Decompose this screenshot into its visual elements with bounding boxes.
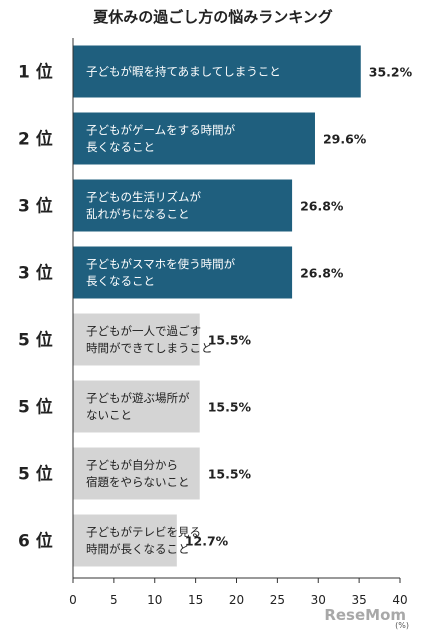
rank-label: 1 位 [18,62,53,83]
bar-category-label: 子どもが遊ぶ場所が [86,391,190,405]
bar [73,380,200,433]
bar-category-label: 時間が長くなること [86,542,190,556]
bar-category-label: 子どもがスマホを使う時間が [86,257,236,271]
x-tick-label: 35 [351,593,366,607]
rank-label: 2 位 [18,129,53,150]
bar-category-label: 乱れがちになること [86,207,190,221]
bar-category-label: 子どもが一人で過ごす [86,324,201,338]
bar-category-label: 子どもの生活リズムが [86,190,201,204]
bar [73,179,293,232]
rank-label: 5 位 [18,397,53,418]
rank-label: 3 位 [18,196,53,217]
chart-title: 夏休みの過ごし方の悩みランキング [93,8,333,26]
x-tick-label: 15 [188,593,203,607]
value-label: 15.5% [208,333,252,348]
value-label: 26.8% [300,266,344,281]
rank-label: 5 位 [18,464,53,485]
rank-label: 5 位 [18,330,53,351]
bar-category-label: 長くなること [86,140,155,154]
bar [73,45,361,98]
bar-category-label: 子どもが暇を持てあましてしまうこと [86,65,281,79]
rank-label: 6 位 [18,531,53,552]
resemom-watermark: ReseMom [324,606,406,624]
x-tick-label: 0 [69,593,77,607]
value-label: 15.5% [208,467,252,482]
bar-category-label: 子どもが自分から [86,458,178,472]
x-tick-label: 40 [392,593,407,607]
x-tick-label: 25 [270,593,285,607]
bar-category-label: 宿題をやらないこと [86,475,190,489]
bar-category-label: 子どもがテレビを見る [86,525,201,539]
bar [73,313,200,366]
bar [73,447,200,500]
bar-category-label: 子どもがゲームをする時間が [86,123,236,137]
rank-label: 3 位 [18,263,53,284]
bar [73,112,315,165]
x-tick-label: 30 [311,593,326,607]
bar-category-label: 長くなること [86,274,155,288]
value-label: 15.5% [208,400,252,415]
x-tick-label: 5 [110,593,118,607]
bar-category-label: 時間ができてしまうこと [86,341,213,355]
bar-category-label: ないこと [86,408,132,422]
x-tick-label: 20 [229,593,244,607]
x-tick-label: 10 [147,593,162,607]
bar [73,514,177,567]
bar [73,246,293,299]
x-unit-label: (%) [395,621,409,630]
value-label: 26.8% [300,199,344,214]
value-label: 12.7% [185,534,229,549]
value-label: 35.2% [369,65,413,80]
value-label: 29.6% [323,132,367,147]
